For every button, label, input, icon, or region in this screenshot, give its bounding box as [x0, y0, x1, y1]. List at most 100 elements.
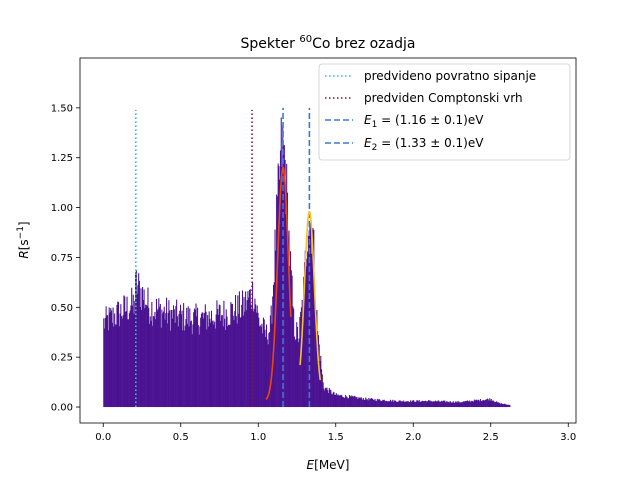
histogram-bar — [193, 312, 195, 408]
histogram-bar — [420, 401, 422, 408]
histogram-bar — [404, 401, 406, 408]
histogram-bar — [186, 307, 188, 408]
histogram-bar — [380, 400, 382, 408]
histogram-bar — [424, 400, 426, 408]
histogram-bar — [379, 400, 381, 408]
histogram-bar — [317, 331, 319, 408]
histogram-bar — [280, 117, 282, 408]
histogram-bar — [469, 400, 471, 408]
histogram-bar — [313, 229, 315, 408]
histogram-bar — [297, 342, 299, 408]
histogram-bar — [131, 287, 133, 408]
histogram-bar — [500, 403, 502, 408]
histogram-bar — [395, 401, 397, 408]
histogram-bar — [303, 276, 305, 408]
histogram-bar — [127, 319, 129, 408]
histogram-bar — [199, 326, 201, 408]
histogram-bar — [166, 297, 168, 408]
histogram-bar — [453, 402, 455, 408]
x-tick-label: 2.0 — [405, 432, 421, 443]
histogram-bar — [346, 397, 348, 408]
histogram-bar — [236, 323, 238, 408]
histogram-bar — [253, 308, 255, 408]
histogram-bar — [458, 401, 460, 408]
histogram-bar — [279, 150, 282, 408]
histogram-bar — [410, 400, 412, 408]
histogram-bar — [421, 400, 423, 408]
histogram-bar — [121, 316, 123, 408]
histogram-bar — [382, 399, 384, 408]
histogram-bar — [347, 398, 349, 408]
histogram-bar — [358, 398, 360, 408]
histogram-bar — [128, 313, 130, 408]
histogram-bar — [198, 334, 200, 408]
histogram-bar — [167, 312, 169, 408]
histogram-bar — [210, 310, 213, 408]
histogram-bar — [496, 402, 499, 408]
histogram-bar — [353, 396, 355, 408]
histogram-bar — [109, 312, 111, 408]
histogram-bar — [203, 318, 205, 408]
histogram-bar — [226, 316, 228, 408]
histogram-bar — [488, 400, 490, 408]
histogram-bar — [228, 324, 230, 408]
histogram-bar — [441, 401, 443, 408]
histogram-bar — [422, 401, 424, 408]
histogram-bar — [146, 305, 148, 408]
histogram-bar — [343, 397, 345, 408]
histogram-bar — [294, 340, 296, 408]
histogram-bar — [359, 398, 361, 408]
histogram-bar — [455, 402, 457, 408]
histogram-bar — [138, 280, 140, 408]
histogram-bar — [500, 403, 502, 408]
histogram-bar — [293, 336, 295, 408]
histogram-bar — [487, 399, 489, 408]
histogram-bar — [482, 400, 484, 408]
histogram-bar — [117, 301, 119, 408]
histogram-bar — [462, 401, 464, 408]
histogram-bar — [116, 304, 118, 408]
histogram-bar — [408, 401, 410, 408]
histogram-bar — [266, 339, 268, 408]
histogram-bar — [438, 400, 440, 408]
histogram-bar — [362, 399, 364, 408]
histogram-bar — [448, 401, 450, 408]
histogram-bar — [450, 402, 452, 408]
x-tick-label: 1.0 — [250, 432, 266, 443]
histogram-bar — [405, 401, 407, 408]
histogram-bar — [460, 402, 462, 408]
histogram-bar — [431, 401, 433, 408]
histogram-bar — [371, 398, 373, 408]
histogram-bar — [414, 402, 416, 408]
histogram-bar — [219, 305, 221, 408]
histogram-bar — [445, 401, 447, 408]
histogram-bar — [427, 400, 430, 408]
histogram-bar — [223, 300, 225, 408]
histogram-bar — [335, 393, 337, 408]
histogram-bar — [229, 324, 231, 408]
histogram-bar — [474, 400, 476, 408]
plot-content — [103, 107, 511, 408]
histogram-bar — [397, 401, 399, 408]
histogram-bar — [231, 303, 233, 408]
histogram-bar — [338, 394, 340, 408]
histogram-bar — [145, 305, 147, 408]
histogram-bar — [244, 311, 246, 408]
histogram-bar — [437, 400, 439, 408]
histogram-bar — [479, 401, 481, 408]
histogram-bar — [323, 388, 325, 408]
histogram-bar — [333, 391, 335, 408]
histogram-bar — [285, 214, 287, 408]
histogram-bar — [210, 322, 212, 408]
histogram-bar — [131, 305, 134, 408]
histogram-bars — [103, 117, 511, 408]
histogram-bar — [430, 401, 432, 408]
histogram-bar — [389, 401, 391, 408]
histogram-bar — [261, 323, 263, 408]
histogram-bar — [327, 390, 329, 408]
histogram-bar — [481, 401, 483, 408]
histogram-bar — [306, 258, 308, 408]
histogram-bar — [204, 312, 206, 408]
histogram-bar — [305, 266, 307, 408]
legend-entry-e2: E2 = (1.33 ± 0.1)eV — [325, 136, 484, 153]
